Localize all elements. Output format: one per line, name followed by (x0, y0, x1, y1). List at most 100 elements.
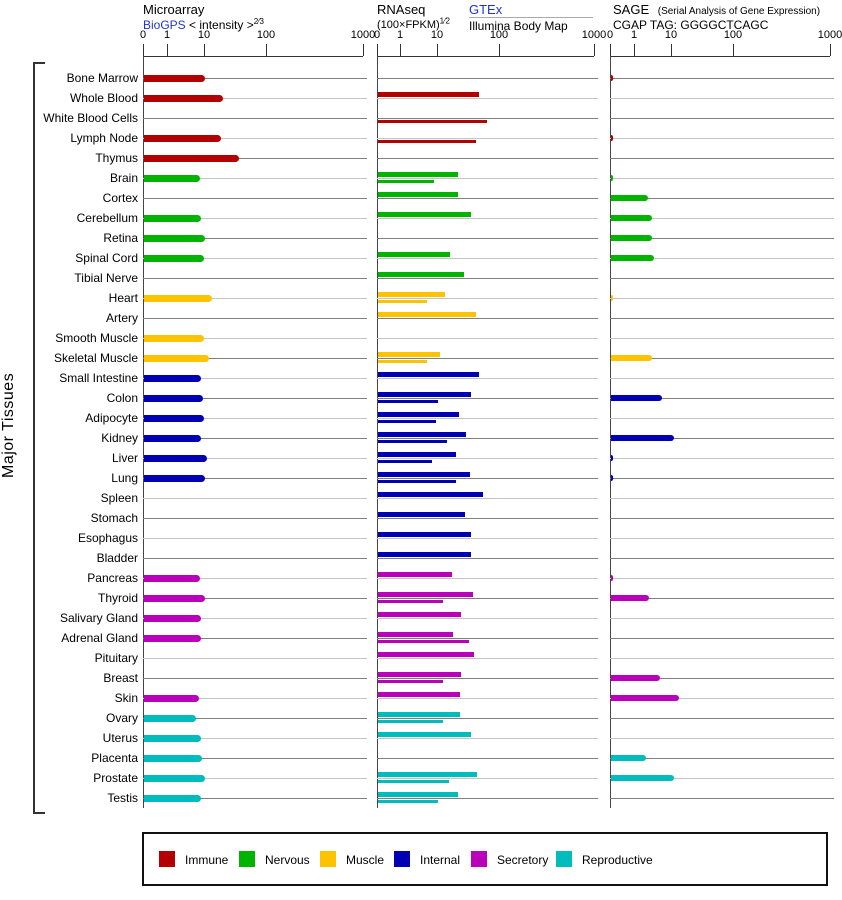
bar-sage-liver (611, 455, 613, 461)
bar-rnaseq-illumina-adipocyte (378, 420, 436, 423)
rnaseq-sources: GTEx Illumina Body Map (469, 2, 593, 34)
bar-microarray-lung (144, 475, 205, 482)
row-gridline (610, 498, 834, 499)
bar-sage-colon (611, 395, 662, 401)
bar-microarray-ovary (144, 715, 196, 722)
row-gridline (377, 498, 598, 499)
row-gridline (610, 78, 834, 79)
bar-rnaseq-gtex-testis (378, 792, 458, 797)
row-gridline (143, 438, 367, 439)
axis-tick (266, 44, 267, 56)
row-gridline (377, 218, 598, 219)
bar-rnaseq-gtex-cortex (378, 192, 458, 197)
row-gridline (610, 218, 834, 219)
bar-rnaseq-gtex-skeletal-muscle (378, 352, 440, 357)
tissue-label-ovary: Ovary (105, 711, 138, 725)
row-gridline (610, 118, 834, 119)
row-gridline (377, 438, 598, 439)
gtex-link[interactable]: GTEx (469, 2, 503, 17)
row-gridline (143, 198, 367, 199)
axis-tick-label: 1000 (817, 29, 842, 41)
bar-microarray-skeletal-muscle (144, 355, 209, 362)
axis-line (610, 56, 611, 808)
row-gridline (377, 178, 598, 179)
bar-rnaseq-illumina-breast (378, 680, 443, 683)
bar-rnaseq-illumina-adrenal-gland (378, 640, 469, 643)
tissue-label-retina: Retina (103, 231, 138, 245)
bar-microarray-testis (144, 795, 201, 802)
row-gridline (377, 678, 598, 679)
major-tissues-axis-label: Major Tissues (0, 372, 17, 478)
bar-microarray-lymph-node (144, 135, 221, 142)
tissue-label-stomach: Stomach (90, 511, 138, 525)
biogps-link[interactable]: BioGPS (143, 18, 186, 32)
row-gridline (610, 398, 834, 399)
axis-tick (830, 44, 831, 56)
rnaseq-panel: 0 1 10 100 1000 (374, 0, 610, 820)
row-gridline (377, 138, 598, 139)
row-gridline (610, 758, 834, 759)
bar-microarray-heart (144, 295, 212, 302)
bar-rnaseq-gtex-esophagus (378, 532, 471, 537)
legend-label-reproductive: Reproductive (582, 853, 653, 867)
axis-line (143, 56, 144, 808)
bar-rnaseq-gtex-breast (378, 672, 461, 677)
rnaseq-header: RNAseq (100×FPKM)1⁄2 (377, 2, 450, 33)
row-gridline (610, 138, 834, 139)
legend-swatch-reproductive (556, 851, 572, 867)
axis-tick-label: 1 (163, 29, 171, 41)
bar-rnaseq-illumina-kidney (378, 440, 447, 443)
row-gridline (377, 758, 598, 759)
bar-microarray-kidney (144, 435, 201, 442)
legend-swatch-secretory (471, 851, 487, 867)
bar-sage-skin (611, 695, 679, 701)
row-gridline (610, 258, 834, 259)
row-gridline (143, 638, 367, 639)
legend-swatch-muscle (320, 851, 336, 867)
legend-label-secretory: Secretory (497, 853, 549, 867)
bar-rnaseq-illumina-testis (378, 800, 438, 803)
axis-tick-label: 0 (606, 29, 614, 41)
axis-tick (400, 44, 401, 56)
bar-microarray-pancreas (144, 575, 200, 582)
row-gridline (377, 258, 598, 259)
tissue-label-cerebellum: Cerebellum (76, 211, 138, 225)
bar-sage-brain (611, 175, 613, 181)
tissue-label-thymus: Thymus (95, 151, 138, 165)
bar-sage-skeletal-muscle (611, 355, 652, 361)
row-gridline (143, 318, 367, 319)
row-gridline (610, 238, 834, 239)
row-gridline (143, 358, 367, 359)
row-gridline (143, 278, 367, 279)
row-gridline (143, 658, 367, 659)
bar-microarray-small-intestine (144, 375, 201, 382)
axis-tick (204, 44, 205, 56)
axis-tick (634, 44, 635, 56)
illumina-body-map-label: Illumina Body Map (469, 19, 568, 33)
axis-tick-label: 0 (139, 29, 147, 41)
row-gridline (377, 658, 598, 659)
tissue-group-bracket (33, 62, 45, 814)
bar-microarray-spinal-cord (144, 255, 204, 262)
row-gridline (377, 618, 598, 619)
legend: Immune Nervous Muscle Internal Secretory Repr… (142, 832, 828, 886)
row-gridline (610, 698, 834, 699)
row-gridline (143, 718, 367, 719)
bar-rnaseq-gtex-ovary (378, 712, 460, 717)
tissue-label-esophagus: Esophagus (77, 531, 138, 545)
bar-rnaseq-gtex-uterus (378, 732, 471, 737)
fpkm-note: (100×FPKM)1⁄2 (377, 16, 450, 31)
axis-tick-label: 1000 (350, 29, 376, 41)
cgap-tag-link[interactable]: CGAP TAG: GGGGCTCAGC (613, 18, 769, 32)
row-gridline (377, 718, 598, 719)
row-gridline (143, 218, 367, 219)
axis-ruler (143, 56, 363, 57)
bar-rnaseq-illumina-prostate (378, 780, 449, 783)
bar-rnaseq-gtex-heart (378, 292, 445, 297)
bar-sage-heart (611, 295, 613, 301)
row-gridline (610, 658, 834, 659)
tissue-label-placenta: Placenta (91, 751, 138, 765)
legend-label-immune: Immune (185, 853, 229, 867)
bar-microarray-cerebellum (144, 215, 201, 222)
axis-tick-label: 0 (373, 29, 381, 41)
